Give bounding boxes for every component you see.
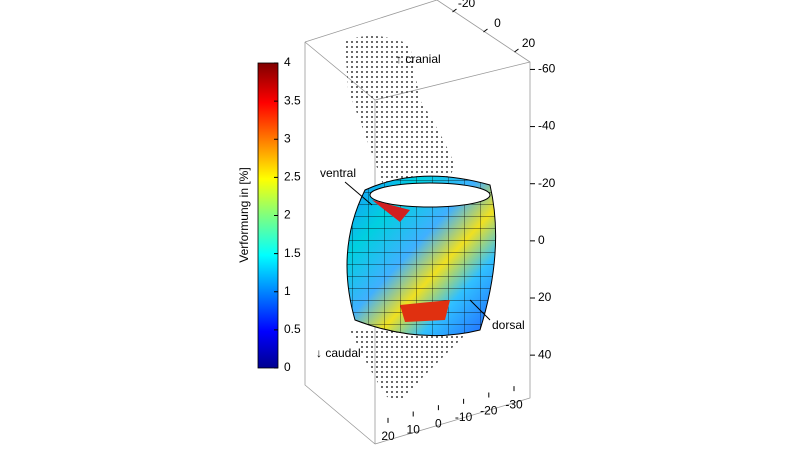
x-tick-label: 20 — [381, 429, 395, 443]
colorbar-tick-label: 1.5 — [284, 246, 301, 260]
colorbar-tick-label: 0 — [284, 360, 291, 374]
y-tick-label: 20 — [522, 36, 536, 50]
z-tick-label: -60 — [538, 62, 556, 76]
colorbar-tick-label: 3 — [284, 131, 291, 145]
z-tick-label: 20 — [538, 290, 552, 304]
surface — [346, 175, 497, 337]
colorbar-tick-label: 2 — [284, 208, 291, 222]
x-tick-label: 10 — [407, 423, 421, 437]
colorbar-tick-label: 3.5 — [284, 93, 301, 107]
annotation: ↓ caudal — [316, 346, 361, 360]
x-tick-label: -30 — [505, 397, 523, 411]
point-cloud — [345, 36, 470, 400]
x-tick-label: -20 — [480, 404, 498, 418]
colorbar-tick-label: 1 — [284, 284, 291, 298]
annotation-line — [344, 181, 373, 206]
colorbar-tick-label: 0.5 — [284, 322, 301, 336]
z-tick-label: 40 — [538, 347, 552, 361]
annotation: ↑ cranial — [396, 52, 441, 66]
annotation-line — [469, 299, 491, 321]
x-tick-label: 0 — [435, 416, 442, 430]
z-tick-label: -20 — [538, 176, 556, 190]
z-tick-label: -40 — [538, 119, 556, 133]
y-tick-label: 0 — [494, 16, 501, 30]
colorbar-label: Verformung in [%] — [237, 167, 251, 262]
colorbar-tick-label: 4 — [284, 55, 291, 69]
x-tick-label: -10 — [455, 410, 473, 424]
z-tick-label: 0 — [538, 233, 545, 247]
y-tick — [514, 48, 519, 53]
y-tick — [483, 28, 488, 33]
colorbar-tick-label: 2.5 — [284, 170, 301, 184]
y-tick — [452, 8, 457, 13]
y-tick-label: -20 — [458, 0, 476, 10]
annotation: ventral — [320, 166, 356, 180]
annotation: dorsal — [492, 318, 525, 332]
